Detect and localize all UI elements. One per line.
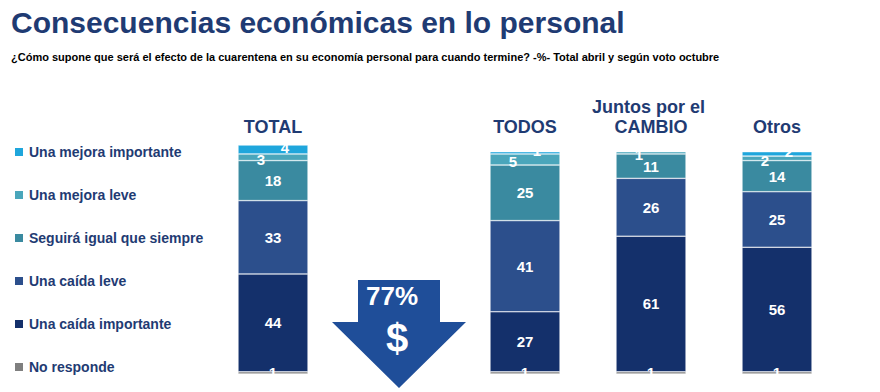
svg-text:Una caída leve: Una caída leve <box>29 273 126 289</box>
svg-text:1: 1 <box>773 364 781 381</box>
svg-text:1: 1 <box>533 142 541 159</box>
svg-text:5: 5 <box>509 153 517 170</box>
svg-text:2: 2 <box>785 143 793 160</box>
svg-text:$: $ <box>386 316 408 360</box>
svg-text:27: 27 <box>517 333 534 350</box>
svg-text:1: 1 <box>269 364 277 381</box>
svg-text:1: 1 <box>635 146 643 163</box>
svg-text:77%: 77% <box>366 281 418 311</box>
svg-text:Una mejora importante: Una mejora importante <box>29 144 182 160</box>
svg-text:3: 3 <box>257 151 265 168</box>
svg-text:56: 56 <box>769 301 786 318</box>
svg-text:61: 61 <box>643 295 660 312</box>
svg-text:2: 2 <box>761 152 769 169</box>
svg-text:Otros: Otros <box>753 117 801 137</box>
svg-text:¿Cómo supone que será el efect: ¿Cómo supone que será el efecto de la cu… <box>11 51 719 64</box>
svg-text:TODOS: TODOS <box>493 117 557 137</box>
svg-text:11: 11 <box>643 158 659 175</box>
svg-text:No responde: No responde <box>29 359 115 375</box>
svg-text:44: 44 <box>265 314 282 331</box>
svg-text:26: 26 <box>643 199 660 216</box>
svg-text:33: 33 <box>265 229 282 246</box>
svg-text:Seguirá igual que siempre: Seguirá igual que siempre <box>29 230 203 246</box>
svg-text:Juntos por el: Juntos por el <box>592 97 710 117</box>
svg-text:Una caída importante: Una caída importante <box>29 316 172 332</box>
svg-text:CAMBIO: CAMBIO <box>615 117 688 137</box>
svg-text:25: 25 <box>517 184 534 201</box>
svg-text:Consecuencias económicas en lo: Consecuencias económicas en lo personal <box>11 6 625 39</box>
svg-text:Una mejora leve: Una mejora leve <box>29 187 137 203</box>
svg-text:14: 14 <box>769 168 786 185</box>
svg-text:TOTAL: TOTAL <box>244 117 302 137</box>
svg-text:1: 1 <box>647 364 655 381</box>
svg-text:4: 4 <box>281 139 290 156</box>
svg-text:41: 41 <box>517 258 534 275</box>
svg-text:18: 18 <box>265 172 282 189</box>
svg-text:1: 1 <box>521 364 529 381</box>
svg-text:25: 25 <box>769 211 786 228</box>
